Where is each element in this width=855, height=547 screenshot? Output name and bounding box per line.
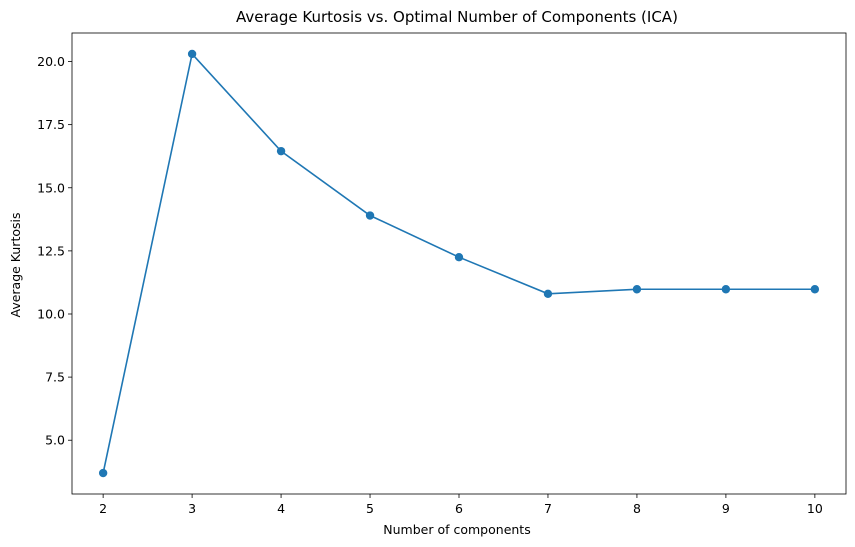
y-tick-label: 12.5 [37, 243, 65, 258]
x-tick-label: 4 [277, 501, 285, 516]
x-tick-label: 8 [633, 501, 641, 516]
chart-title: Average Kurtosis vs. Optimal Number of C… [236, 8, 678, 26]
data-point [98, 468, 108, 478]
x-tick-label: 7 [544, 501, 552, 516]
x-axis-label: Number of components [383, 522, 530, 537]
data-point [187, 49, 197, 59]
x-tick-label: 9 [722, 501, 730, 516]
y-axis-label: Average Kurtosis [8, 213, 23, 318]
x-tick-label: 3 [188, 501, 196, 516]
data-point [365, 211, 375, 220]
y-tick-label: 5.0 [45, 433, 65, 448]
x-tick-label: 6 [455, 501, 463, 516]
data-point [721, 285, 731, 294]
y-axis: 5.0 7.5 10.0 12.5 15.0 17.5 20.0 [37, 54, 72, 448]
x-tick-label: 10 [807, 501, 823, 516]
plot-frame [71, 32, 847, 495]
y-tick-label: 20.0 [37, 54, 65, 69]
data-point [810, 285, 820, 294]
plot-area [71, 32, 847, 495]
data-point [632, 285, 642, 294]
x-axis: 2 3 4 5 6 7 8 9 10 [99, 494, 823, 516]
y-tick-label: 17.5 [37, 117, 65, 132]
y-tick-label: 7.5 [45, 370, 65, 385]
data-point [543, 289, 553, 298]
series-layer [98, 49, 820, 478]
data-point [454, 252, 464, 262]
y-tick-label: 15.0 [37, 180, 65, 195]
x-tick-label: 2 [99, 501, 107, 516]
y-tick-label: 10.0 [37, 306, 65, 321]
data-point [276, 146, 286, 156]
series-line [102, 52, 815, 474]
x-tick-label: 5 [366, 501, 374, 516]
